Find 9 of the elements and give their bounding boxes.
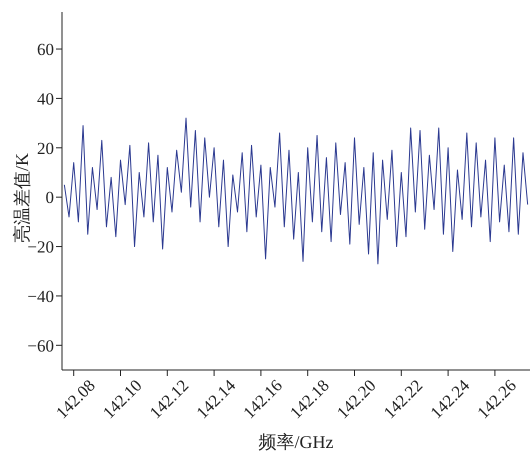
line-series bbox=[64, 118, 528, 264]
y-tick-label: 0 bbox=[46, 188, 54, 208]
y-tick-label: 20 bbox=[37, 138, 54, 158]
y-tick-label: −60 bbox=[27, 336, 54, 356]
x-axis-title: 频率/GHz bbox=[258, 432, 334, 452]
y-tick-label: −40 bbox=[27, 286, 54, 306]
y-axis-title: 亮温差值/K bbox=[11, 152, 32, 243]
y-tick-label: 60 bbox=[37, 40, 54, 60]
y-tick-label: 40 bbox=[37, 89, 54, 108]
